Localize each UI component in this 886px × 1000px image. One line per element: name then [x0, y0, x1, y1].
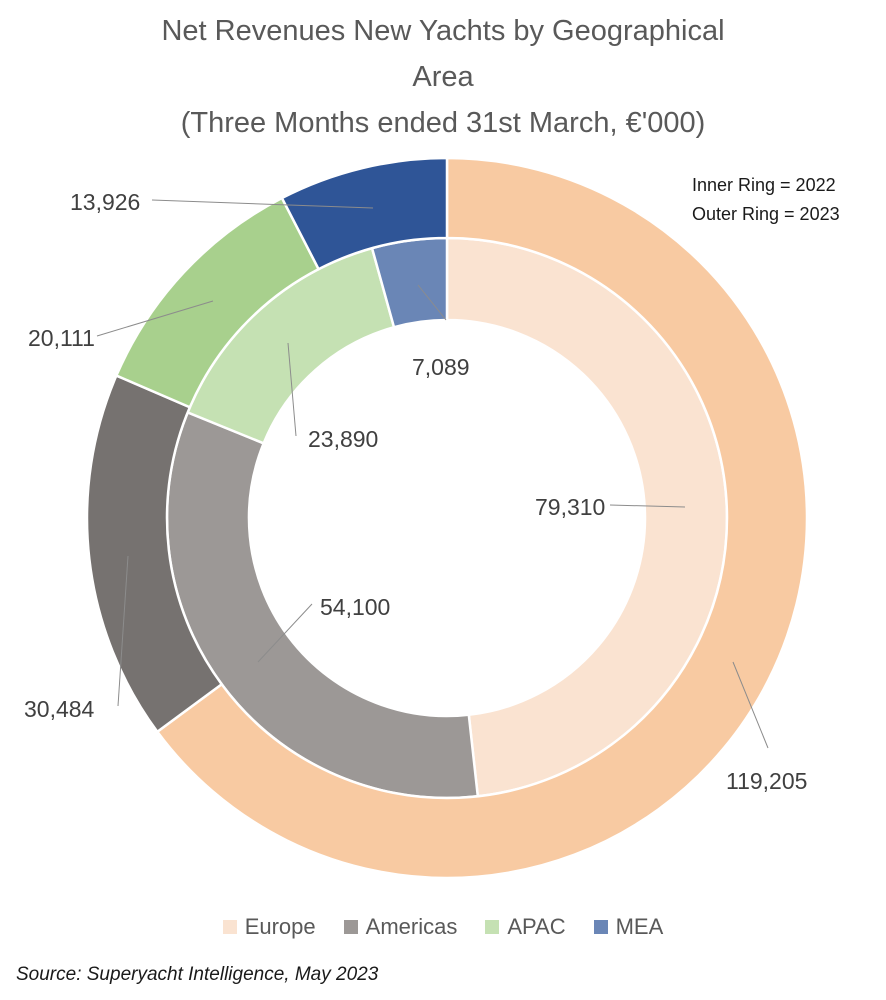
inner-ring-note: Inner Ring = 2022 [692, 175, 836, 195]
inner-value-label-apac: 23,890 [308, 426, 378, 452]
chart-title-line-2: Area [412, 61, 474, 93]
outer-ring-note: Outer Ring = 2023 [692, 204, 840, 224]
legend-item-mea[interactable]: MEA [593, 914, 664, 940]
leader-lines [96, 199, 769, 749]
chart-legend: Europe Americas APAC MEA [0, 914, 886, 940]
legend-label-europe: Europe [244, 914, 316, 939]
chart-title-line-1: Net Revenues New Yachts by Geographical [161, 15, 725, 47]
legend-swatch-apac [485, 920, 500, 934]
legend-label-mea: MEA [615, 914, 664, 939]
outer-ring-slice-mea[interactable] [280, 156, 449, 271]
inner-leader-line-americas [257, 603, 313, 663]
legend-item-apac[interactable]: APAC [485, 914, 566, 940]
outer-value-label-europe: 119,205 [726, 768, 807, 794]
outer-leader-line-americas [117, 555, 129, 707]
inner-value-label-americas: 54,100 [320, 594, 390, 620]
legend-label-apac: APAC [507, 914, 566, 939]
inner-value-label-europe: 79,310 [535, 494, 605, 520]
outer-leader-line-europe [732, 661, 769, 749]
legend-swatch-europe [222, 920, 237, 934]
legend-item-europe[interactable]: Europe [222, 914, 316, 940]
inner-leader-line-europe [609, 504, 686, 508]
legend-swatch-americas [343, 920, 358, 934]
outer-ring-slice-europe[interactable] [155, 156, 809, 880]
outer-leader-line-mea [151, 199, 374, 209]
legend-swatch-mea [593, 920, 608, 934]
outer-value-label-americas: 30,484 [24, 696, 95, 722]
legend-item-americas[interactable]: Americas [343, 914, 458, 940]
outer-value-label-apac: 20,111 [28, 325, 95, 351]
outer-value-label-mea: 13,926 [70, 189, 140, 215]
inner-leader-line-apac [287, 342, 297, 437]
outer-leader-line-apac [96, 300, 214, 337]
chart-title-line-3: (Three Months ended 31st March, €'000) [180, 107, 706, 139]
inner-value-label-mea: 7,089 [412, 354, 470, 380]
inner-leader-line-mea [417, 284, 447, 321]
donut-slices [85, 156, 809, 880]
data-labels: 79,310 54,100 23,890 7,089 119,205 30,484 20,1… [24, 189, 807, 794]
legend-label-americas: Americas [365, 914, 458, 939]
source-note: Source: Superyacht Intelligence, May 202… [16, 964, 379, 985]
